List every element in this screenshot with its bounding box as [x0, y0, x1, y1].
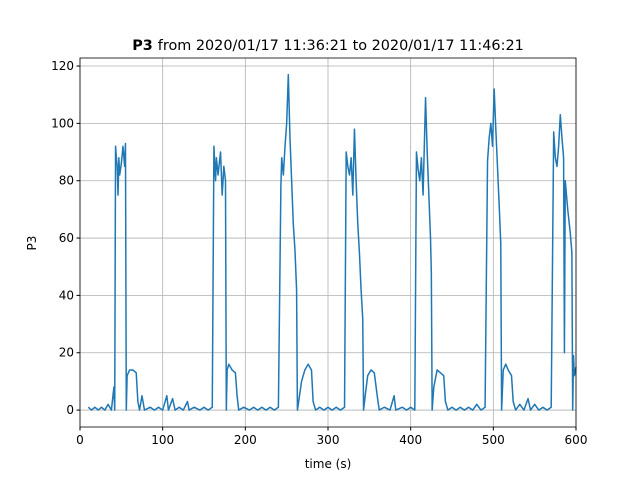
title-variable: P3 — [132, 38, 153, 54]
x-tick-label: 300 — [317, 433, 340, 447]
x-tick-label: 200 — [234, 433, 257, 447]
y-tick-label: 120 — [51, 59, 74, 73]
x-axis-label: time (s) — [305, 457, 352, 471]
x-tick-label: 100 — [151, 433, 174, 447]
y-tick-label: 60 — [59, 231, 74, 245]
plot-area: 0 100 200 300 400 500 600 0 20 40 60 80 100 120 — [51, 57, 588, 447]
y-tick-label: 100 — [51, 116, 74, 130]
y-axis-label: P3 — [25, 236, 39, 251]
x-tick-label: 500 — [482, 433, 505, 447]
y-tick-label: 80 — [59, 174, 74, 188]
x-tick-label: 400 — [399, 433, 422, 447]
y-tick-label: 0 — [66, 403, 74, 417]
y-tick-label: 40 — [59, 288, 74, 302]
title-range: from 2020/01/17 11:36:21 to 2020/01/17 1… — [158, 38, 524, 54]
axes-frame — [79, 57, 577, 428]
x-tick-label: 600 — [565, 433, 588, 447]
data-line — [87, 73, 577, 411]
chart-title: P3 from 2020/01/17 11:36:21 to 2020/01/17… — [132, 38, 524, 54]
y-tick-label: 20 — [59, 346, 74, 360]
x-tick-label: 0 — [76, 433, 84, 447]
